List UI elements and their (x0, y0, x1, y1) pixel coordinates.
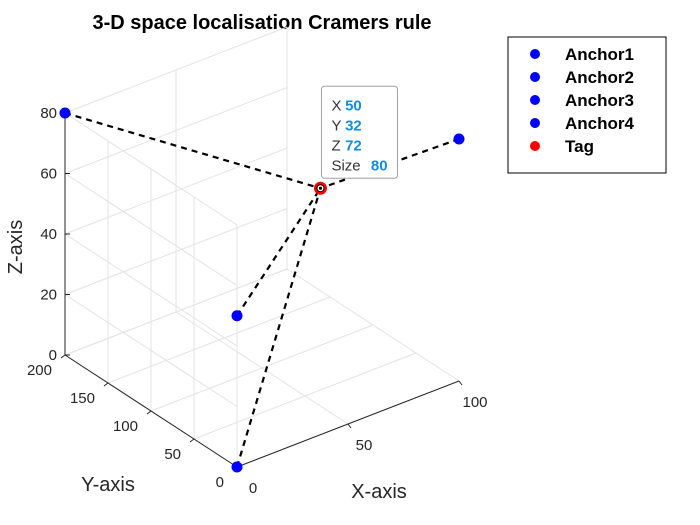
point-anchor3[interactable] (453, 133, 465, 145)
z-tick-label: 80 (40, 105, 57, 122)
legend-label-anchor1: Anchor1 (565, 45, 634, 64)
grid-line-z (64, 173, 238, 286)
point-anchor1[interactable] (231, 461, 243, 473)
y-tick-mark (103, 382, 109, 387)
z-axis-label: Z-axis (5, 220, 27, 274)
legend: Anchor1 Anchor2 Anchor3 Anchor4 Tag (507, 36, 667, 174)
y-tick-mark (60, 354, 66, 359)
point-anchor2[interactable] (59, 107, 71, 119)
x-tick-label: 50 (356, 437, 373, 454)
legend-marker-anchor4 (530, 118, 540, 128)
datatip-box (320, 85, 398, 179)
y-tick-mark (146, 410, 152, 415)
legend-label-anchor2: Anchor2 (565, 68, 634, 87)
z-tick-label: 20 (40, 287, 57, 304)
datatip: X 50Y 32 Z 72 Size 80 (320, 85, 398, 179)
grid-line-y (150, 324, 374, 412)
legend-marker-anchor3 (530, 95, 540, 105)
connection-lines (64, 111, 460, 468)
y-tick-label: 0 (216, 474, 224, 491)
connection-line-anchor3 (320, 137, 460, 190)
datatip-key: Z (331, 137, 340, 154)
y-tick-mark (189, 438, 195, 443)
z-tick-label: 0 (49, 347, 57, 364)
grid-line-z (64, 87, 288, 174)
y-axis-label: Y-axis (81, 474, 135, 496)
datatip-value: 32 (345, 117, 362, 134)
point-anchor4[interactable] (231, 310, 243, 322)
data-points (59, 107, 465, 473)
grid-line-z (64, 208, 288, 295)
x-tick-mark (347, 423, 352, 429)
datatip-key: Size (331, 157, 360, 174)
y-tick-label: 50 (164, 446, 181, 463)
y-tick-label: 150 (70, 390, 95, 407)
datatip-value: 50 (345, 97, 362, 114)
y-tick-label: 100 (113, 418, 138, 435)
grid-line-z (64, 26, 288, 114)
connection-line-anchor2 (64, 111, 321, 190)
x-axis-label: X-axis (351, 481, 407, 503)
grid-line-y (107, 296, 331, 384)
legend-marker-anchor2 (530, 72, 540, 82)
grid-line-z (64, 147, 288, 235)
legend-marker-tag (530, 141, 540, 151)
x-tick-label: 0 (249, 480, 257, 497)
grid-line-y (64, 268, 288, 356)
grid-line-z (64, 294, 238, 407)
legend-label-anchor4: Anchor4 (565, 114, 635, 133)
connection-line-anchor4 (236, 187, 322, 317)
grid (64, 26, 460, 468)
connection-line-anchor1 (235, 187, 322, 468)
x-tick-mark (458, 380, 463, 386)
datatip-key: Y (331, 117, 341, 134)
datatip-value: 80 (371, 157, 388, 174)
grid-line-z (64, 233, 238, 347)
grid-line-z (64, 112, 238, 226)
legend-marker-anchor1 (530, 49, 540, 59)
y-tick-label: 200 (27, 362, 52, 379)
chart-title: 3-D space localisation Cramers rule (92, 12, 431, 34)
grid-line-y (193, 352, 417, 440)
legend-label-tag: Tag (565, 137, 594, 156)
datatip-value: 72 (345, 137, 362, 154)
z-tick-label: 60 (40, 166, 57, 183)
datatip-marker-dot (318, 186, 323, 190)
z-tick-label: 40 (40, 226, 57, 243)
datatip-key: X (331, 97, 341, 114)
legend-label-anchor3: Anchor3 (565, 91, 634, 110)
x-tick-label: 100 (462, 394, 487, 411)
